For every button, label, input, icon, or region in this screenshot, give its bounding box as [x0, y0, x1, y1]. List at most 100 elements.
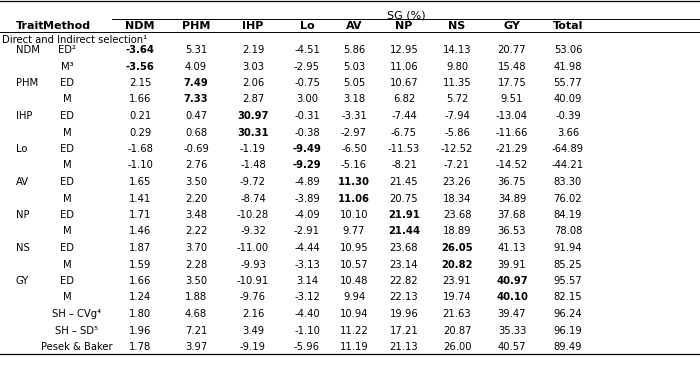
- Text: 1.87: 1.87: [129, 243, 151, 253]
- Text: 78.08: 78.08: [554, 226, 582, 237]
- Text: -0.31: -0.31: [294, 111, 320, 121]
- Text: 21.45: 21.45: [390, 177, 419, 187]
- Text: 12.95: 12.95: [390, 45, 419, 55]
- Text: -0.69: -0.69: [183, 144, 209, 154]
- Text: Pesek & Baker: Pesek & Baker: [41, 342, 113, 352]
- Text: 1.66: 1.66: [129, 95, 151, 105]
- Text: -9.49: -9.49: [293, 144, 321, 154]
- Text: 0.21: 0.21: [129, 111, 151, 121]
- Text: 1.71: 1.71: [129, 210, 151, 220]
- Text: -1.10: -1.10: [294, 326, 320, 336]
- Text: 35.33: 35.33: [498, 326, 526, 336]
- Text: 20.77: 20.77: [498, 45, 526, 55]
- Text: 2.15: 2.15: [129, 78, 151, 88]
- Text: M: M: [63, 127, 71, 138]
- Text: 0.29: 0.29: [129, 127, 151, 138]
- Text: -21.29: -21.29: [496, 144, 528, 154]
- Text: 1.41: 1.41: [129, 194, 151, 204]
- Text: 10.95: 10.95: [340, 243, 368, 253]
- Text: 23.14: 23.14: [390, 259, 419, 269]
- Text: -1.19: -1.19: [240, 144, 266, 154]
- Text: 1.80: 1.80: [129, 309, 151, 319]
- Text: 1.78: 1.78: [129, 342, 151, 352]
- Text: 89.49: 89.49: [554, 342, 582, 352]
- Text: -13.04: -13.04: [496, 111, 528, 121]
- Text: -44.21: -44.21: [552, 160, 584, 170]
- Text: Lo: Lo: [16, 144, 27, 154]
- Text: NDM: NDM: [125, 21, 155, 31]
- Text: 2.20: 2.20: [185, 194, 207, 204]
- Text: 9.77: 9.77: [343, 226, 365, 237]
- Text: ED: ED: [60, 144, 74, 154]
- Text: 3.18: 3.18: [343, 95, 365, 105]
- Text: -9.72: -9.72: [240, 177, 266, 187]
- Text: NS: NS: [449, 21, 466, 31]
- Text: 3.03: 3.03: [242, 61, 264, 71]
- Text: Method: Method: [43, 21, 90, 31]
- Text: -5.16: -5.16: [341, 160, 367, 170]
- Text: 1.66: 1.66: [129, 276, 151, 286]
- Text: -0.39: -0.39: [555, 111, 581, 121]
- Text: 10.94: 10.94: [340, 309, 368, 319]
- Text: 2.19: 2.19: [241, 45, 264, 55]
- Text: 22.13: 22.13: [390, 293, 419, 302]
- Text: AV: AV: [346, 21, 363, 31]
- Text: 5.72: 5.72: [446, 95, 468, 105]
- Text: -11.53: -11.53: [388, 144, 420, 154]
- Text: 2.06: 2.06: [242, 78, 264, 88]
- Text: 41.98: 41.98: [554, 61, 582, 71]
- Text: 10.57: 10.57: [340, 259, 368, 269]
- Text: 1.46: 1.46: [129, 226, 151, 237]
- Text: 11.19: 11.19: [340, 342, 368, 352]
- Text: M: M: [63, 293, 71, 302]
- Text: -6.50: -6.50: [341, 144, 367, 154]
- Text: -5.86: -5.86: [444, 127, 470, 138]
- Text: 96.24: 96.24: [554, 309, 582, 319]
- Text: 6.82: 6.82: [393, 95, 415, 105]
- Text: SH – SD⁵: SH – SD⁵: [55, 326, 99, 336]
- Text: -7.21: -7.21: [444, 160, 470, 170]
- Text: 30.31: 30.31: [237, 127, 269, 138]
- Text: -10.28: -10.28: [237, 210, 269, 220]
- Text: -9.93: -9.93: [240, 259, 266, 269]
- Text: 36.53: 36.53: [498, 226, 526, 237]
- Text: 76.02: 76.02: [554, 194, 582, 204]
- Text: 21.63: 21.63: [442, 309, 471, 319]
- Text: 7.49: 7.49: [183, 78, 209, 88]
- Text: M: M: [63, 226, 71, 237]
- Text: 40.10: 40.10: [496, 293, 528, 302]
- Text: 11.22: 11.22: [340, 326, 368, 336]
- Text: 0.47: 0.47: [185, 111, 207, 121]
- Text: 20.87: 20.87: [442, 326, 471, 336]
- Text: 3.14: 3.14: [296, 276, 318, 286]
- Text: 2.22: 2.22: [185, 226, 207, 237]
- Text: -2.95: -2.95: [294, 61, 320, 71]
- Text: 11.06: 11.06: [390, 61, 419, 71]
- Text: 1.88: 1.88: [185, 293, 207, 302]
- Text: 18.89: 18.89: [442, 226, 471, 237]
- Text: 5.86: 5.86: [343, 45, 365, 55]
- Text: -11.00: -11.00: [237, 243, 269, 253]
- Text: 19.74: 19.74: [442, 293, 471, 302]
- Text: 39.91: 39.91: [498, 259, 526, 269]
- Text: 5.31: 5.31: [185, 45, 207, 55]
- Text: NP: NP: [395, 21, 413, 31]
- Text: ED: ED: [60, 177, 74, 187]
- Text: 26.05: 26.05: [441, 243, 472, 253]
- Text: 91.94: 91.94: [554, 243, 582, 253]
- Text: 0.68: 0.68: [185, 127, 207, 138]
- Text: 19.96: 19.96: [390, 309, 419, 319]
- Text: -4.44: -4.44: [294, 243, 320, 253]
- Text: SH – CVg⁴: SH – CVg⁴: [52, 309, 102, 319]
- Text: -4.51: -4.51: [294, 45, 320, 55]
- Text: NDM: NDM: [16, 45, 40, 55]
- Text: 3.70: 3.70: [185, 243, 207, 253]
- Text: -0.75: -0.75: [294, 78, 320, 88]
- Text: 4.09: 4.09: [185, 61, 207, 71]
- Text: -3.64: -3.64: [125, 45, 155, 55]
- Text: -3.89: -3.89: [294, 194, 320, 204]
- Text: 11.30: 11.30: [338, 177, 370, 187]
- Text: ED: ED: [60, 210, 74, 220]
- Text: -8.74: -8.74: [240, 194, 266, 204]
- Text: 14.13: 14.13: [442, 45, 471, 55]
